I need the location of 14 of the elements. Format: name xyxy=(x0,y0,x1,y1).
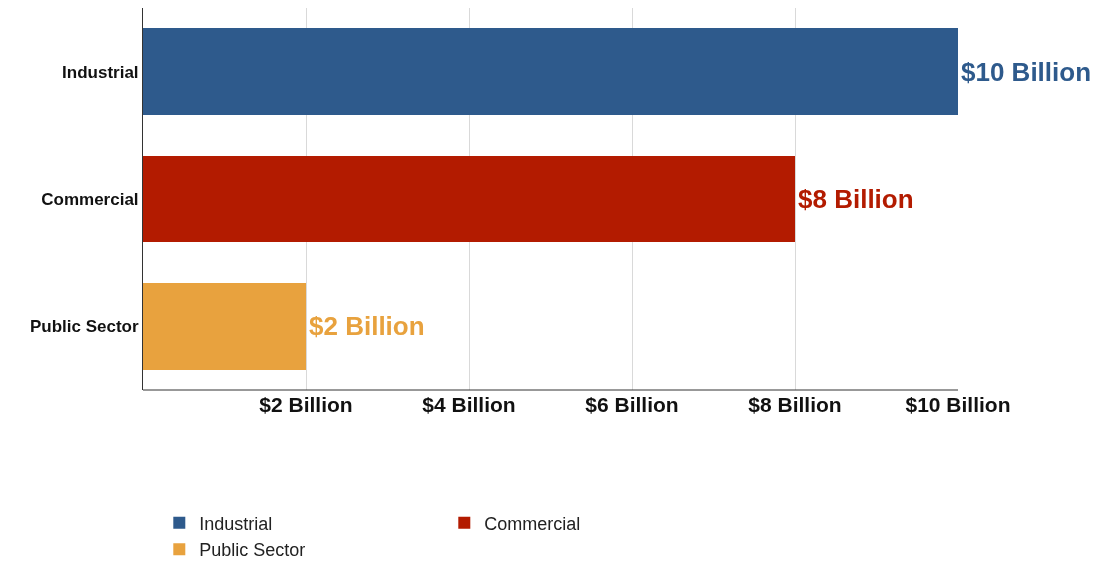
x-tick-label: $6 Billion xyxy=(585,393,679,416)
x-tick-label: $4 Billion xyxy=(422,393,516,416)
data-label: $2 Billion xyxy=(309,311,425,342)
legend-label: Industrial xyxy=(199,513,273,534)
x-tick-label: $10 Billion xyxy=(905,393,1011,416)
x-tick-label: $2 Billion xyxy=(259,393,353,416)
y-tick-label: Industrial xyxy=(62,62,139,82)
data-label: $8 Billion xyxy=(798,184,914,214)
legend-label: Commercial xyxy=(484,513,581,534)
y-tick-label: Public Sector xyxy=(29,317,139,337)
legend-label: Public Sector xyxy=(199,540,306,561)
y-tick-label: Commercial xyxy=(41,189,139,209)
x-tick-label: $8 Billion xyxy=(748,393,842,416)
data-label: $10 Billion xyxy=(961,56,1092,87)
